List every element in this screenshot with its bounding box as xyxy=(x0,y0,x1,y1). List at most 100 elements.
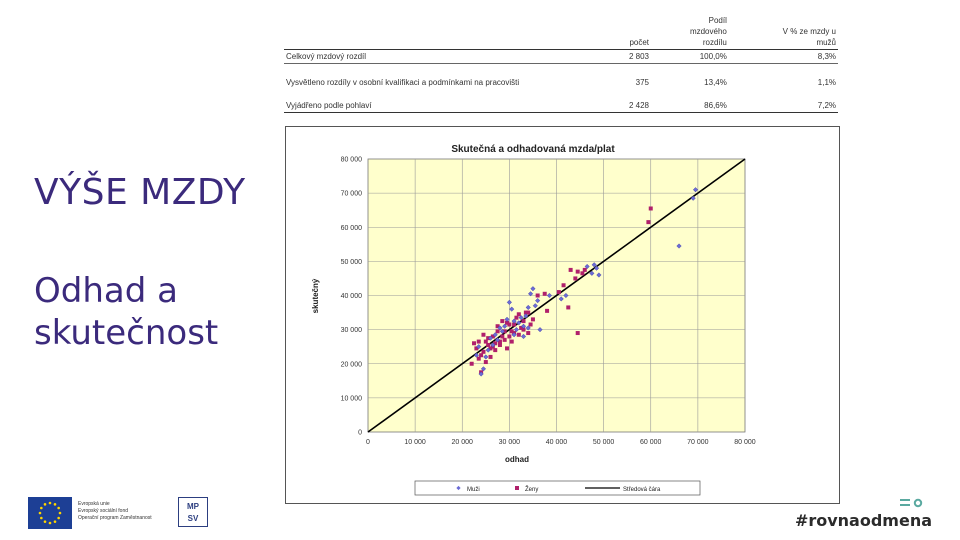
legend-women-label: Ženy xyxy=(525,485,538,493)
point-men xyxy=(480,366,487,372)
point-men xyxy=(563,292,569,299)
point-men xyxy=(676,243,682,249)
point-women xyxy=(488,354,493,359)
point-women xyxy=(495,329,500,334)
table-header-line: počet rozdílu mužů xyxy=(284,38,838,50)
reference-line xyxy=(367,158,746,433)
slide-title: VÝŠE MZDY xyxy=(34,172,246,213)
point-women xyxy=(566,305,571,310)
mpsv-line-1: MP xyxy=(187,502,199,511)
y-tick-label: 70 000 xyxy=(341,191,363,198)
eu-line-1: Evropská unie xyxy=(78,501,110,507)
point-women xyxy=(580,271,585,276)
grid xyxy=(368,159,745,432)
point-women xyxy=(545,308,550,313)
y-tick-label: 80 000 xyxy=(341,157,363,164)
point-women xyxy=(507,334,512,339)
row-share: 86,6% xyxy=(651,91,729,113)
table-row: Vyjádřeno podle pohlaví 2 428 86,6% 7,2% xyxy=(284,91,838,113)
point-women xyxy=(476,356,481,361)
point-women xyxy=(521,319,526,324)
point-women xyxy=(514,315,519,320)
x-tick-label: 50 000 xyxy=(593,439,615,446)
x-tick-label: 10 000 xyxy=(404,439,426,446)
legend: Muži Ženy Středová čára xyxy=(414,480,701,496)
point-women xyxy=(542,291,547,296)
point-women xyxy=(479,353,484,358)
legend-box xyxy=(414,480,701,496)
point-women xyxy=(516,332,521,337)
eu-line-3: Operační program Zaměstnanost xyxy=(78,515,152,521)
point-women xyxy=(509,329,514,334)
header-cell xyxy=(729,16,838,27)
table-header-line: mzdového V % ze mzdy u xyxy=(284,27,838,38)
point-men xyxy=(546,292,552,299)
series-men xyxy=(473,187,699,377)
point-men xyxy=(518,315,524,321)
point-women xyxy=(526,331,531,336)
point-women xyxy=(530,317,535,322)
point-women xyxy=(535,293,540,298)
point-men xyxy=(525,304,531,310)
row-label: Vysvětleno rozdíly v osobní kvalifikaci … xyxy=(286,78,520,87)
legend-women-marker xyxy=(515,486,519,490)
rovnaodmena-mark-icon xyxy=(900,498,923,508)
header-cell xyxy=(605,27,651,38)
point-women xyxy=(481,349,486,354)
point-women xyxy=(488,346,493,351)
point-women xyxy=(646,220,651,225)
y-tick-label: 20 000 xyxy=(341,361,363,368)
point-men xyxy=(490,342,496,348)
chart-title: Skutečná a odhadovaná mzda/plat xyxy=(451,144,615,155)
point-men xyxy=(509,306,515,312)
x-tick-label: 20 000 xyxy=(452,439,474,446)
point-men xyxy=(504,316,510,322)
row-share: 13,4% xyxy=(704,78,727,87)
point-men xyxy=(476,344,482,350)
row-pct: 7,2% xyxy=(728,91,838,113)
point-women xyxy=(519,325,524,330)
point-women xyxy=(497,339,502,344)
point-men xyxy=(537,327,543,333)
point-men xyxy=(690,195,696,201)
point-women xyxy=(516,312,521,317)
x-axis-label: odhad xyxy=(505,455,529,464)
point-women xyxy=(493,341,498,346)
y-axis-label: skutečný xyxy=(311,278,320,313)
y-axis-ticks: 0 10 000 20 000 30 000 40 000 50 000 60 000 70 … xyxy=(341,157,363,437)
point-women xyxy=(490,334,495,339)
row-pct: 8,3% xyxy=(728,49,838,64)
mpsv-line-2: SV xyxy=(187,514,199,523)
point-men xyxy=(584,263,590,270)
point-women xyxy=(573,276,578,281)
point-women xyxy=(469,361,474,366)
point-men xyxy=(594,265,600,271)
row-count: 2 428 xyxy=(605,91,652,113)
point-men xyxy=(511,332,517,338)
point-men xyxy=(485,347,491,353)
header-cell: mužů xyxy=(728,38,838,50)
point-men xyxy=(558,296,564,302)
point-men xyxy=(511,318,517,324)
point-men xyxy=(596,272,602,278)
point-men xyxy=(528,291,534,297)
scatter-chart: Skutečná a odhadovaná mzda/plat 0 10 000 2… xyxy=(285,126,840,504)
point-women xyxy=(523,310,528,315)
row-count: 375 xyxy=(635,78,650,87)
point-men xyxy=(513,327,519,333)
point-women xyxy=(582,267,587,272)
point-men xyxy=(499,328,505,334)
eu-logo-text: Evropská unie Evropský sociální fond Ope… xyxy=(78,501,152,522)
point-women xyxy=(509,339,514,344)
point-women xyxy=(474,346,479,351)
header-cell: mzdového xyxy=(689,27,727,36)
point-women xyxy=(505,320,510,325)
point-women xyxy=(575,269,580,274)
point-men xyxy=(589,270,595,276)
legend-men-label: Muži xyxy=(467,487,480,493)
point-men xyxy=(502,323,508,329)
point-men xyxy=(525,325,531,331)
point-men xyxy=(520,323,527,329)
point-women xyxy=(493,348,498,353)
row-label: Vyjádřeno podle pohlaví xyxy=(284,91,606,113)
